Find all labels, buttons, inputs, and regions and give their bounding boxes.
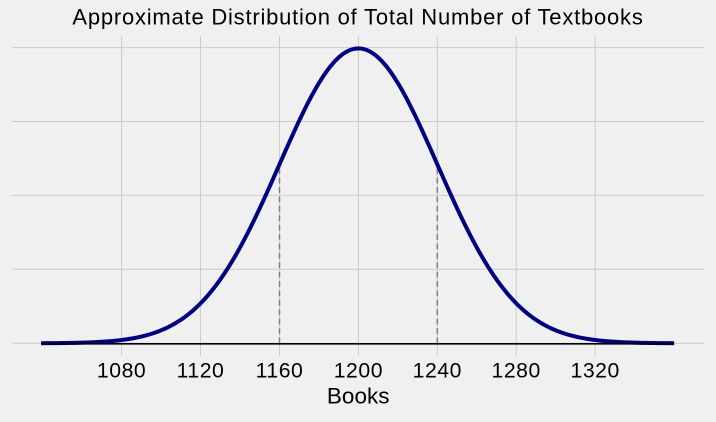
- svg-text:1200: 1200: [334, 360, 383, 383]
- svg-text:1120: 1120: [177, 360, 225, 383]
- svg-text:1240: 1240: [413, 360, 462, 383]
- svg-text:1080: 1080: [97, 360, 146, 383]
- svg-text:1160: 1160: [256, 360, 304, 383]
- svg-text:Books: Books: [327, 384, 390, 409]
- svg-text:Approximate Distribution of To: Approximate Distribution of Total Number…: [72, 5, 643, 30]
- svg-text:1280: 1280: [492, 360, 541, 383]
- svg-text:1320: 1320: [571, 360, 620, 383]
